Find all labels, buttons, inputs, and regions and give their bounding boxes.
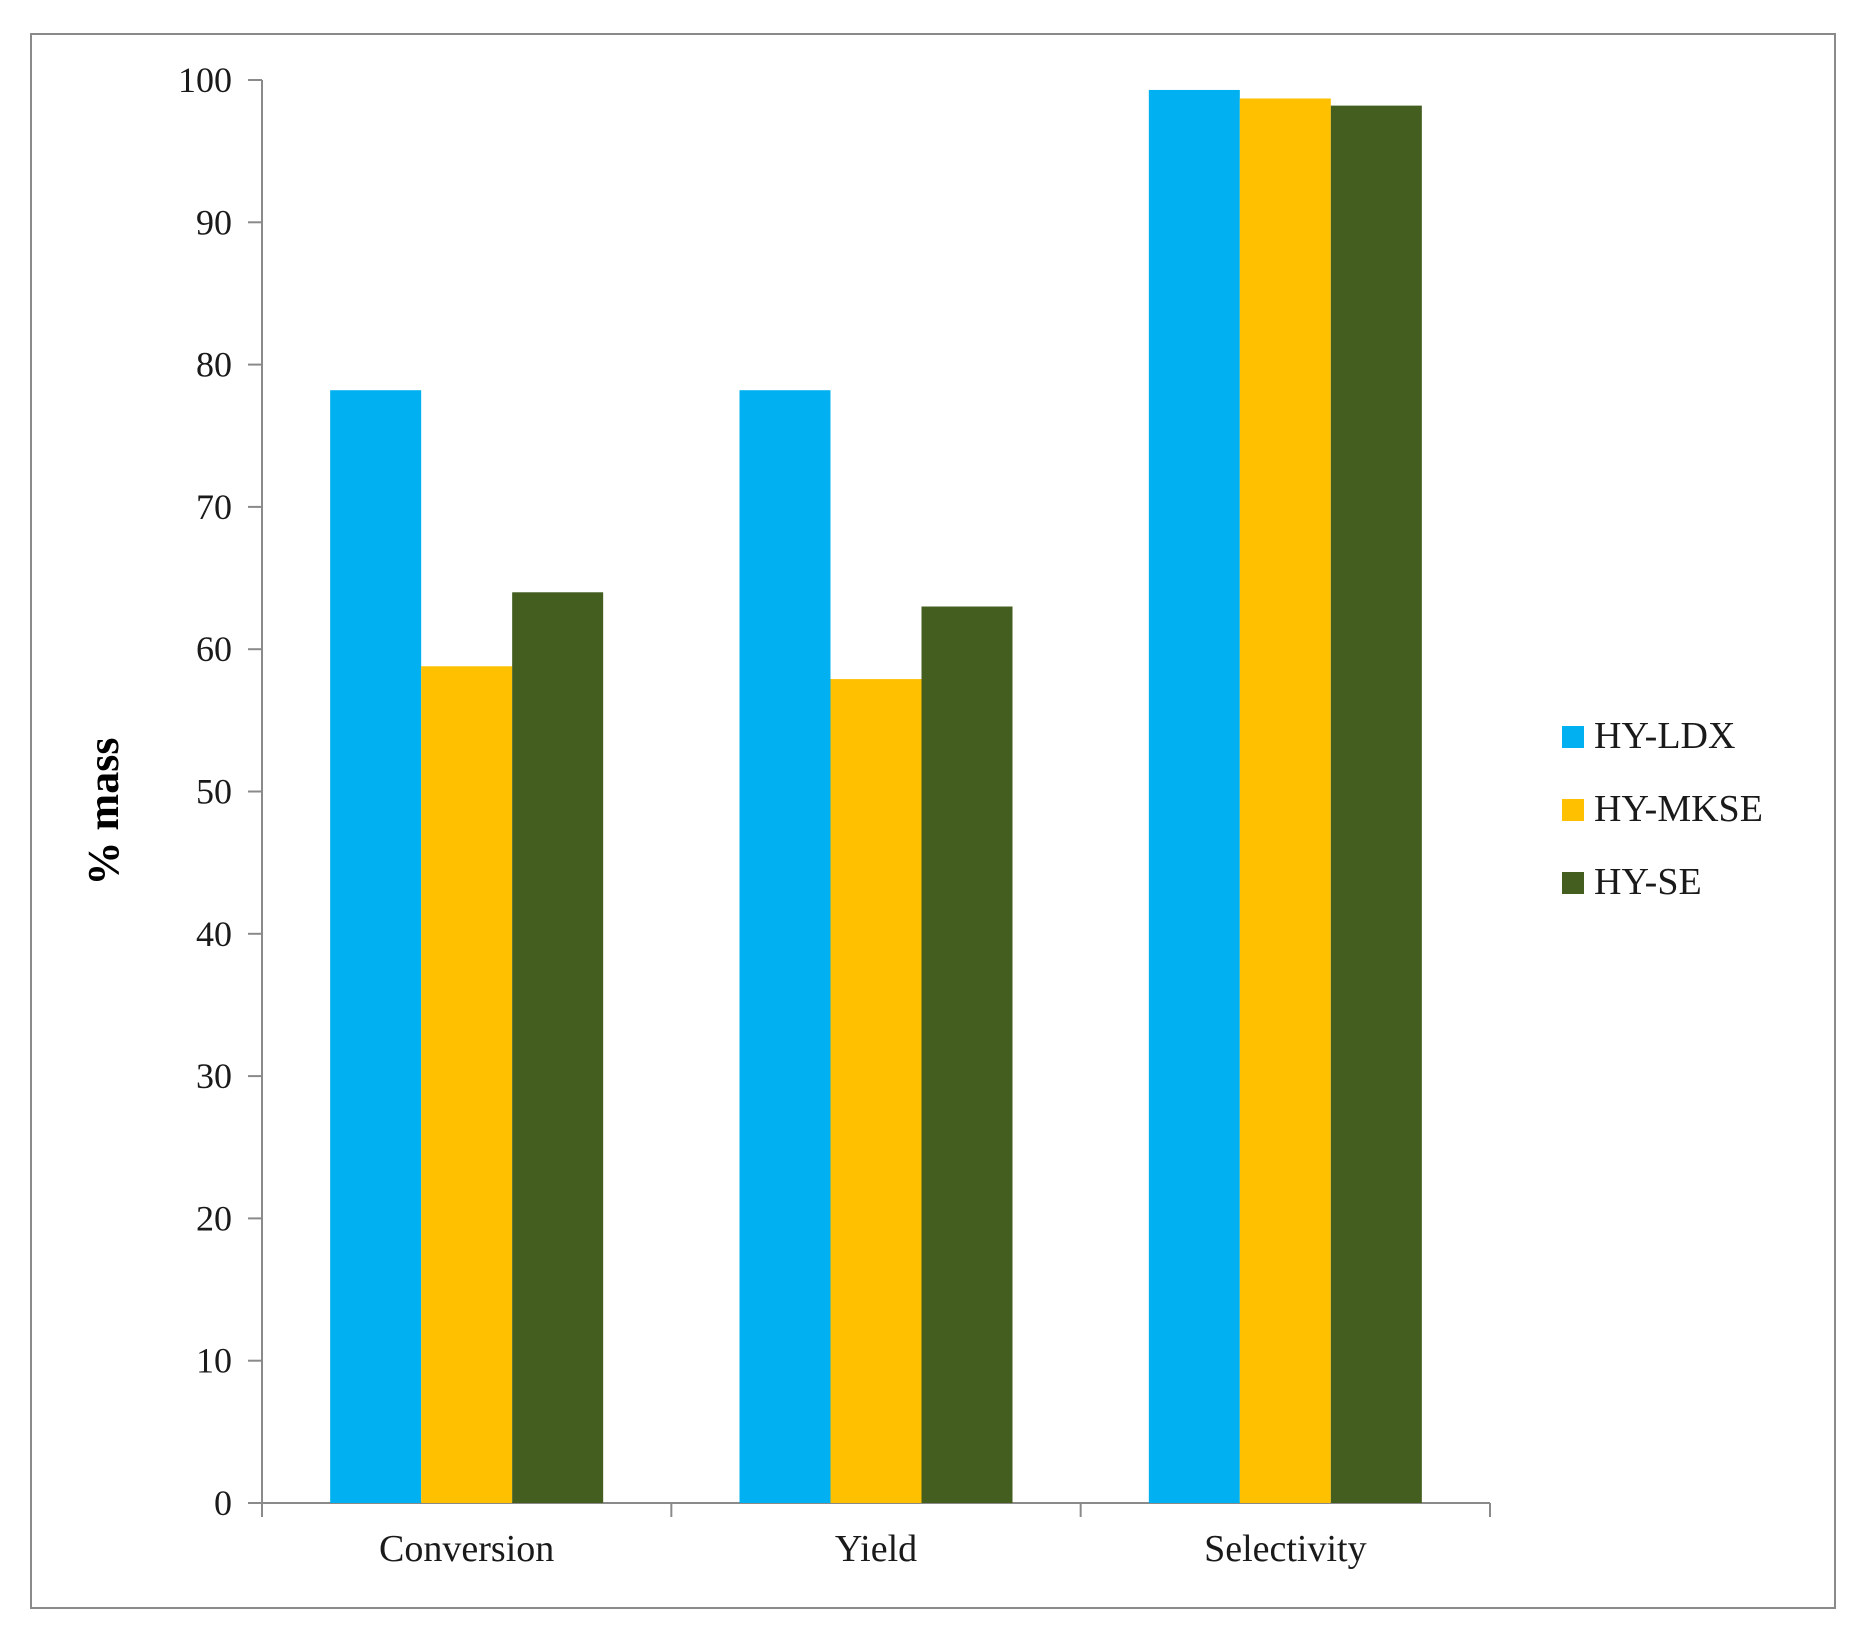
bar-hy-se-yield [921, 606, 1013, 1503]
y-tick-label: 90 [196, 202, 232, 242]
y-tick-label: 30 [196, 1056, 232, 1096]
y-tick-label: 50 [196, 772, 232, 812]
y-tick-label: 60 [196, 629, 232, 669]
y-axis-title: % mass [79, 738, 128, 886]
x-category-label: Conversion [379, 1528, 554, 1570]
bar-hy-mkse-yield [830, 679, 922, 1503]
y-tick-label: 0 [214, 1483, 232, 1523]
legend-swatch-hy-ldx [1562, 726, 1584, 748]
y-tick-label: 40 [196, 914, 232, 954]
x-category-label: Yield [835, 1528, 917, 1570]
legend-label-hy-mkse: HY-MKSE [1594, 788, 1763, 830]
bar-hy-mkse-selectivity [1239, 98, 1331, 1503]
bar-hy-ldx-conversion [330, 390, 422, 1503]
bar-hy-se-conversion [512, 592, 604, 1503]
bars [330, 89, 1422, 1504]
y-tick-label: 20 [196, 1198, 232, 1238]
bar-hy-ldx-yield [739, 390, 831, 1503]
bar-hy-ldx-selectivity [1148, 89, 1240, 1504]
legend-swatch-hy-se [1562, 872, 1584, 894]
legend-label-hy-se: HY-SE [1594, 861, 1702, 903]
bar-hy-se-selectivity [1330, 105, 1422, 1503]
y-tick-label: 80 [196, 345, 232, 385]
y-tick-label: 70 [196, 487, 232, 527]
legend: HY-LDX HY-MKSE HY-SE [1562, 715, 1763, 903]
y-tick-label: 100 [178, 60, 232, 100]
x-category-label: Selectivity [1204, 1528, 1367, 1570]
bar-hy-mkse-conversion [421, 666, 513, 1503]
y-tick-label: 10 [196, 1341, 232, 1381]
legend-swatch-hy-mkse [1562, 799, 1584, 821]
legend-label-hy-ldx: HY-LDX [1594, 715, 1735, 757]
